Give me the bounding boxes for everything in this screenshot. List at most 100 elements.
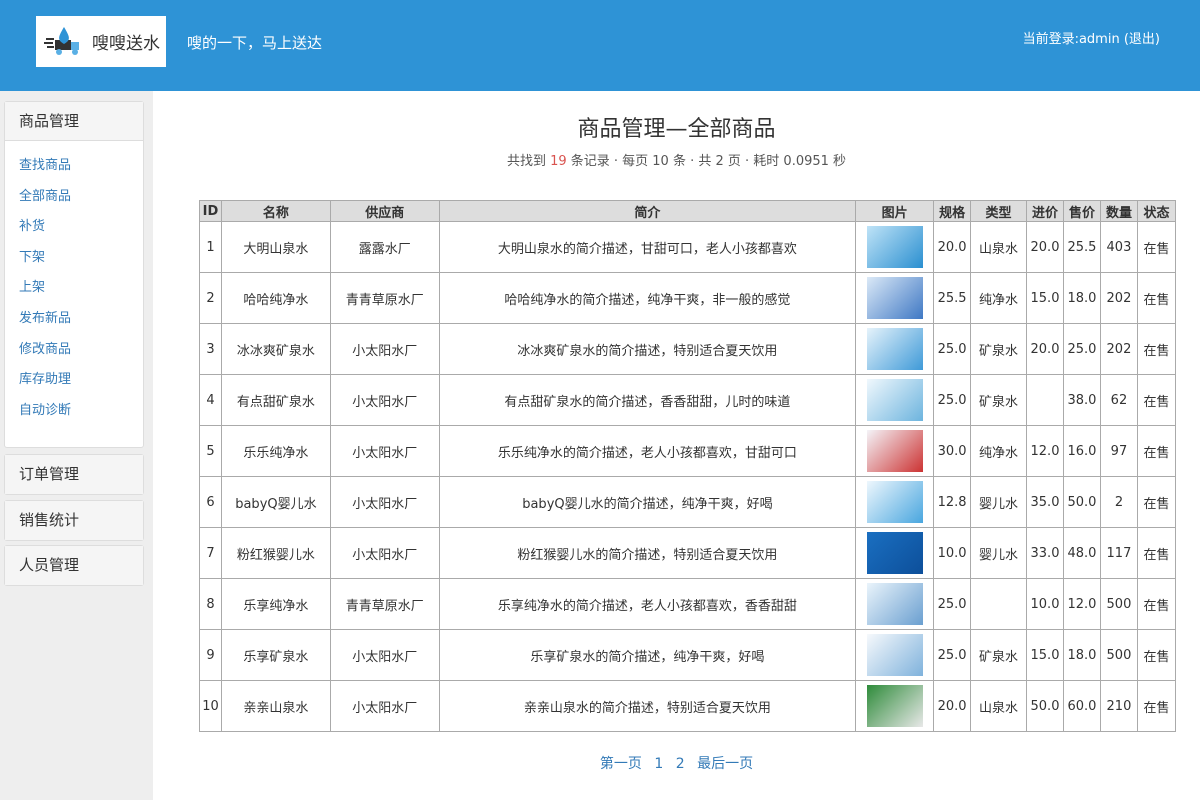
column-header: 类型	[970, 200, 1027, 222]
product-image[interactable]	[866, 226, 923, 268]
product-image[interactable]	[866, 379, 923, 421]
table-cell: 2	[199, 272, 222, 324]
table-row: 5 乐乐纯净水 小太阳水厂 乐乐纯净水的简介描述，老人小孩都喜欢，甘甜可口 30.0 纯净…	[199, 425, 1177, 477]
product-image[interactable]	[866, 481, 923, 523]
table-cell: 97	[1099, 425, 1138, 477]
table-cell: 青青草原水厂	[329, 272, 440, 324]
table-cell: 小太阳水厂	[329, 425, 440, 477]
last-page-link[interactable]: 最后一页	[697, 756, 754, 772]
table-row: 1 大明山泉水 露露水厂 大明山泉水的简介描述，甘甜可口，老人小孩都喜欢 20.0 山泉水…	[199, 221, 1177, 273]
table-cell: 3	[199, 323, 222, 375]
table-cell: 2	[1099, 476, 1138, 528]
table-row: 10 亲亲山泉水 小太阳水厂 亲亲山泉水的简介描述，特别适合夏天饮用 20.0 山泉水 50…	[199, 680, 1177, 732]
sidebar-item[interactable]: 上架	[19, 280, 46, 296]
panel-heading-staff[interactable]: 人员管理	[5, 546, 143, 585]
table-cell: 38.0	[1062, 374, 1101, 426]
sidebar-item[interactable]: 自动诊断	[19, 402, 72, 418]
login-info: 当前登录:admin (退出)	[1023, 28, 1160, 47]
table-cell: 25.0	[933, 323, 972, 375]
product-image[interactable]	[866, 634, 923, 676]
product-image-cell	[855, 272, 935, 324]
product-image-cell	[855, 680, 935, 732]
table-row: 9 乐享矿泉水 小太阳水厂 乐享矿泉水的简介描述，纯净干爽，好喝 25.0 矿泉水 15.0…	[199, 629, 1177, 681]
table-cell: 有点甜矿泉水的简介描述，香香甜甜，儿时的味道	[438, 374, 857, 426]
product-image-cell	[855, 425, 935, 477]
table-cell: 9	[199, 629, 222, 681]
product-image[interactable]	[866, 277, 923, 319]
first-page-link[interactable]: 第一页	[599, 756, 642, 772]
table-cell: 冰冰爽矿泉水的简介描述，特别适合夏天饮用	[438, 323, 857, 375]
sidebar-item[interactable]: 修改商品	[19, 341, 72, 357]
sidebar-item[interactable]: 补货	[19, 219, 46, 235]
panel-sales[interactable]: 销售统计	[4, 500, 144, 541]
logout-link[interactable]: (退出)	[1123, 32, 1160, 47]
table-cell: 15.0	[1026, 629, 1064, 681]
table-cell: 婴儿水	[970, 527, 1027, 579]
table-cell: 50.0	[1062, 476, 1101, 528]
panel-staff[interactable]: 人员管理	[4, 545, 144, 586]
table-cell: 10	[199, 680, 222, 732]
table-cell: 乐乐纯净水	[220, 425, 331, 477]
table-cell: 10.0	[1026, 578, 1064, 630]
table-cell: 大明山泉水	[220, 221, 331, 273]
table-cell: 20.0	[1026, 323, 1064, 375]
product-image[interactable]	[866, 583, 923, 625]
record-count: 19	[550, 154, 567, 169]
table-cell: 1	[199, 221, 222, 273]
table-cell: 50.0	[1026, 680, 1064, 732]
table-cell: 210	[1099, 680, 1138, 732]
table-row: 6 babyQ婴儿水 小太阳水厂 babyQ婴儿水的简介描述，纯净干爽，好喝 12.8 婴…	[199, 476, 1177, 528]
table-cell	[970, 578, 1027, 630]
logo[interactable]: 嗖嗖送水	[36, 16, 166, 67]
product-image[interactable]	[866, 532, 923, 574]
table-cell: 62	[1099, 374, 1138, 426]
summary-suffix: 条记录 · 每页 10 条 · 共 2 页 · 耗时 0.0951 秒	[566, 154, 847, 169]
table-cell: 15.0	[1026, 272, 1064, 324]
sidebar-item[interactable]: 下架	[19, 249, 46, 265]
table-cell: 哈哈纯净水	[220, 272, 331, 324]
sidebar-item[interactable]: 发布新品	[19, 310, 72, 326]
table-cell: 在售	[1136, 272, 1177, 324]
table-cell: 青青草原水厂	[329, 578, 440, 630]
table-cell: 35.0	[1026, 476, 1064, 528]
table-row: 8 乐享纯净水 青青草原水厂 乐享纯净水的简介描述，老人小孩都喜欢，香香甜甜 25.0 1…	[199, 578, 1177, 630]
table-cell: 7	[199, 527, 222, 579]
table-cell	[1026, 374, 1064, 426]
table-cell: 在售	[1136, 578, 1177, 630]
sidebar-item[interactable]: 查找商品	[19, 158, 72, 173]
sidebar-item[interactable]: 全部商品	[19, 188, 72, 204]
column-header: 供应商	[329, 200, 440, 222]
product-image[interactable]	[866, 685, 923, 727]
table-cell: babyQ婴儿水的简介描述，纯净干爽，好喝	[438, 476, 857, 528]
table-cell: 亲亲山泉水	[220, 680, 331, 732]
table-cell: 30.0	[933, 425, 972, 477]
table-cell: 20.0	[933, 680, 972, 732]
table-cell: 有点甜矿泉水	[220, 374, 331, 426]
page-2-link[interactable]: 2	[675, 756, 685, 772]
column-header: ID	[199, 200, 222, 222]
table-cell: 12.8	[933, 476, 972, 528]
table-cell: 12.0	[1026, 425, 1064, 477]
column-header: 规格	[933, 200, 972, 222]
page-1-link[interactable]: 1	[654, 756, 664, 772]
panel-heading-orders[interactable]: 订单管理	[5, 455, 143, 494]
column-header: 状态	[1136, 200, 1177, 222]
table-row: 4 有点甜矿泉水 小太阳水厂 有点甜矿泉水的简介描述，香香甜甜，儿时的味道 25.0 矿泉…	[199, 374, 1177, 426]
table-cell: 小太阳水厂	[329, 323, 440, 375]
table-cell: 小太阳水厂	[329, 527, 440, 579]
column-header: 售价	[1062, 200, 1101, 222]
panel-heading-product[interactable]: 商品管理	[5, 102, 143, 141]
product-image[interactable]	[866, 430, 923, 472]
table-cell: 哈哈纯净水的简介描述，纯净干爽，非一般的感觉	[438, 272, 857, 324]
table-cell: 12.0	[1062, 578, 1101, 630]
product-image[interactable]	[866, 328, 923, 370]
table-cell: 乐享矿泉水	[220, 629, 331, 681]
table-cell: 18.0	[1062, 272, 1101, 324]
pagination: 第一页 1 2 最后一页	[153, 753, 1200, 773]
table-cell: 粉红猴婴儿水的简介描述，特别适合夏天饮用	[438, 527, 857, 579]
sidebar-item[interactable]: 库存助理	[19, 372, 72, 388]
panel-orders[interactable]: 订单管理	[4, 454, 144, 495]
table-cell: 在售	[1136, 221, 1177, 273]
panel-heading-sales[interactable]: 销售统计	[5, 501, 143, 540]
table-cell: 小太阳水厂	[329, 476, 440, 528]
